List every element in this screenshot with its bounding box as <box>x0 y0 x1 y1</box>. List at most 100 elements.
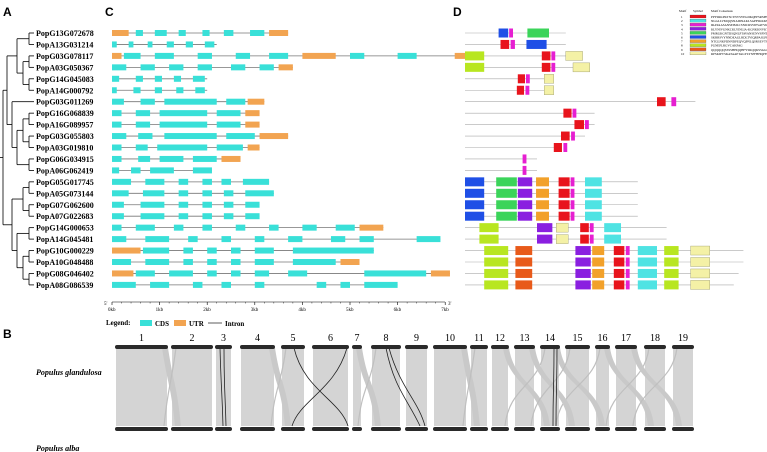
legend-cds-swatch <box>140 320 152 326</box>
cds-block <box>195 87 205 94</box>
cds-block <box>135 270 155 277</box>
chromosome-label: 7 <box>355 333 360 344</box>
motif-box-10 <box>565 51 583 61</box>
gene-label: PopG10G000229 <box>36 247 94 256</box>
motif-consensus: NGGLLVMQQSNAIDNAKLSAPPSKKKMMVTPTKSDPKGDP… <box>711 19 767 23</box>
species-top-label: Populus glandulosa <box>36 368 102 377</box>
gene-label: PopG06G034915 <box>36 155 94 164</box>
motif-box-4 <box>537 234 553 244</box>
synteny-link <box>357 347 377 427</box>
motif-box-1 <box>541 62 551 72</box>
motif-consensus: PGNEPLRGVCAKPAG <box>711 44 743 48</box>
legend-cds-label: CDS <box>155 320 169 328</box>
motif-box-7 <box>536 188 549 198</box>
motif-id: 2 <box>681 19 683 23</box>
cds-block <box>254 270 270 277</box>
axis-tick-label: 3kb <box>251 308 259 313</box>
motif-box-7 <box>592 280 605 290</box>
axis-tick-label: 2kb <box>203 308 211 313</box>
motif-box-3 <box>570 200 575 210</box>
chromosome-bar-top <box>514 345 535 349</box>
motif-box-6 <box>465 188 485 198</box>
cds-block <box>112 64 127 71</box>
motif-box-1 <box>574 120 585 130</box>
chromosome-bar-top <box>540 345 560 349</box>
synteny-ribbon <box>673 348 693 426</box>
chromosome-bar-top <box>371 345 401 349</box>
chromosome-bar-top <box>171 345 213 349</box>
motif-box-1 <box>558 188 570 198</box>
chromosome-bar-bottom <box>470 427 488 431</box>
utr-block <box>302 52 336 59</box>
cds-block <box>135 144 148 151</box>
chromosome-label: 10 <box>445 333 455 344</box>
axis-left-end: 5' <box>104 302 108 307</box>
cds-block <box>350 52 365 59</box>
cds-block <box>183 247 193 254</box>
collinearity-ribbons <box>116 347 693 427</box>
synteny-ribbon <box>172 348 212 426</box>
chromosome-label: 9 <box>414 333 419 344</box>
cds-block <box>204 41 215 48</box>
motif-id: 4 <box>681 27 683 31</box>
gene-label: PopA08G086539 <box>36 281 93 290</box>
synteny-link <box>555 347 601 427</box>
chromosome-bar-top <box>240 345 275 349</box>
synteny-ribbon <box>529 348 575 426</box>
utr-block <box>245 121 260 128</box>
cds-block <box>169 270 193 277</box>
motif-box-1 <box>553 143 562 152</box>
chromosome-label: 18 <box>650 333 660 344</box>
chromosome-label: 19 <box>678 333 688 344</box>
gene-label: PopG14G000653 <box>36 224 94 233</box>
motif-box-5 <box>496 177 517 187</box>
cds-block <box>140 213 165 220</box>
chromosome-bar-bottom <box>595 427 610 431</box>
cds-block <box>192 155 217 162</box>
motif-box-5 <box>496 211 517 221</box>
motif-id: 5 <box>681 31 683 35</box>
chromosome-bar-bottom <box>672 427 694 431</box>
motif-box-2 <box>585 188 602 198</box>
motif-box-6 <box>526 39 547 49</box>
cds-block <box>226 133 255 140</box>
chromosome-label: 2 <box>190 333 195 344</box>
chromosome-bar-top <box>470 345 488 349</box>
cds-block <box>142 247 170 254</box>
motif-box-7 <box>536 177 549 187</box>
cds-block <box>138 155 151 162</box>
cds-block <box>197 52 212 59</box>
panel-label-b: B <box>3 327 12 341</box>
cds-block <box>112 133 127 140</box>
motif-id: 9 <box>681 48 683 52</box>
utr-block <box>245 110 260 117</box>
cds-block <box>216 121 241 128</box>
motif-box-8 <box>465 51 485 61</box>
motif-consensus: SKRRSVYNNDEAGLRDLTVIQRPASLPRRQRDYEIHISVE… <box>711 36 767 40</box>
motif-box-10 <box>544 74 555 84</box>
motif-header-id: Motif <box>679 9 687 13</box>
legend-intron-label: Intron <box>225 320 244 328</box>
gene-structure-panel <box>112 30 484 288</box>
cds-block <box>202 201 212 208</box>
paralog-link <box>291 347 348 427</box>
panel-label-d: D <box>453 5 462 19</box>
motif-box-7 <box>536 200 549 210</box>
chromosome-label: 6 <box>328 333 333 344</box>
chromosome-bar-top <box>215 345 232 349</box>
motif-box-1 <box>613 257 625 267</box>
cds-block <box>140 201 165 208</box>
paralog-link <box>555 347 558 427</box>
motif-box-8 <box>664 257 679 267</box>
motif-box-2 <box>604 223 621 233</box>
cds-block <box>112 224 122 231</box>
cds-block <box>112 167 120 174</box>
cds-block <box>159 110 208 117</box>
synteny-ribbon <box>313 348 348 426</box>
cds-block <box>188 236 198 243</box>
synteny-link <box>462 347 476 427</box>
synteny-ribbon <box>604 348 654 426</box>
motif-box-3 <box>509 28 513 38</box>
motif-box-3 <box>570 188 575 198</box>
cds-block <box>135 121 151 128</box>
